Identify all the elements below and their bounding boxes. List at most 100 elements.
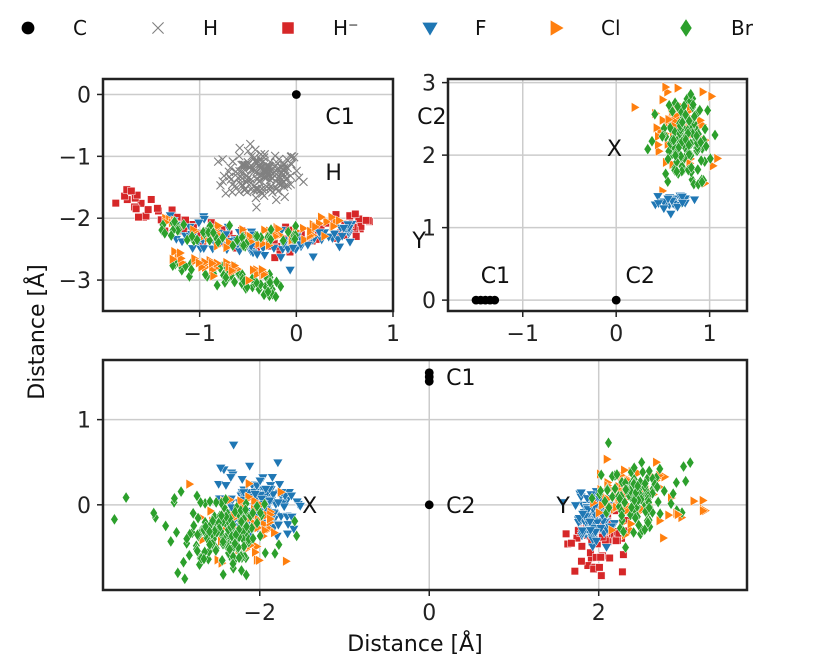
- point-triangle-right: [249, 264, 259, 276]
- point-triangle-down: [576, 526, 588, 537]
- annotation: C1: [481, 264, 510, 289]
- point-triangle-down: [259, 251, 271, 261]
- point-triangle-right: [245, 478, 255, 490]
- point-triangle-right: [282, 555, 292, 567]
- point-triangle-right: [627, 518, 637, 530]
- point-triangle-down: [220, 481, 232, 491]
- point-triangle-down: [249, 490, 261, 500]
- x-tick-label: −1: [183, 322, 215, 347]
- x-tick-label: 0: [422, 601, 436, 626]
- point-diamond: [272, 275, 281, 289]
- point-x: [294, 173, 304, 183]
- point-diamond: [687, 161, 696, 174]
- point-triangle-down: [582, 505, 594, 515]
- axes-bottom: −2 0 2 1 0 C1 C2 X Y: [77, 358, 749, 626]
- point-triangle-right: [322, 216, 333, 228]
- point-diamond: [684, 138, 693, 152]
- point-diamond: [211, 544, 220, 557]
- point-diamond: [182, 532, 191, 545]
- point-triangle-down: [284, 266, 296, 276]
- point-triangle-right: [674, 82, 684, 94]
- point-triangle-down: [187, 244, 199, 254]
- point-square: [144, 205, 153, 214]
- point-triangle-right: [659, 532, 669, 544]
- point-diamond: [122, 491, 131, 504]
- point-triangle-right: [261, 524, 271, 536]
- point-x: [279, 160, 289, 170]
- point-triangle-down: [665, 210, 677, 220]
- annotation: H: [325, 161, 342, 186]
- point-triangle-down: [254, 476, 266, 487]
- point-diamond: [690, 110, 699, 123]
- point-diamond: [671, 149, 680, 162]
- point-diamond: [192, 489, 202, 503]
- point-diamond: [253, 229, 262, 243]
- point-x: [218, 177, 228, 186]
- point-x: [250, 145, 260, 155]
- point-triangle-down: [274, 480, 285, 490]
- point-diamond: [666, 121, 675, 134]
- point-diamond: [629, 526, 638, 539]
- point-square: [134, 213, 143, 222]
- point-diamond: [661, 167, 670, 181]
- point-diamond: [185, 549, 194, 562]
- x-tick-label: −2: [244, 601, 276, 626]
- legend-label: H⁻: [333, 16, 359, 40]
- point-triangle-right: [659, 94, 669, 106]
- point-x: [234, 151, 244, 161]
- point-triangle-down: [287, 244, 299, 254]
- point-triangle-down: [557, 498, 568, 508]
- point-diamond: [650, 108, 659, 121]
- point-diamond: [643, 142, 652, 156]
- point-diamond: [597, 468, 606, 482]
- point-diamond: [672, 165, 681, 178]
- point-diamond: [619, 525, 628, 538]
- point-triangle-right: [631, 101, 641, 113]
- point-diamond: [627, 501, 636, 514]
- legend: C H H⁻ F Cl Br: [21, 16, 754, 40]
- point-diamond: [596, 484, 605, 498]
- point-triangle-right: [274, 223, 284, 235]
- point-diamond: [205, 495, 215, 508]
- point-triangle-right: [190, 253, 201, 265]
- point-diamond: [149, 506, 158, 520]
- point-diamond: [279, 234, 288, 247]
- point-diamond: [199, 552, 208, 566]
- legend-marker-2: [281, 21, 295, 35]
- point-diamond: [290, 232, 299, 246]
- legend-marker-1: [152, 22, 164, 34]
- point-triangle-down: [302, 241, 314, 251]
- point-diamond: [697, 154, 706, 167]
- point-triangle-down: [267, 490, 279, 500]
- point-x: [216, 180, 225, 190]
- point-diamond: [261, 546, 270, 560]
- point-diamond: [631, 511, 640, 525]
- x-tick-label: 0: [289, 322, 303, 347]
- annotation: Y: [411, 229, 426, 254]
- point-triangle-down: [575, 488, 587, 499]
- point-diamond: [193, 528, 202, 541]
- point-diamond: [239, 239, 248, 252]
- point-diamond: [608, 490, 617, 503]
- point-triangle-right: [653, 122, 663, 134]
- y-tick-label: 3: [422, 72, 436, 97]
- legend-label: F: [475, 16, 487, 40]
- point-diamond: [292, 529, 301, 543]
- point-x: [230, 181, 240, 191]
- point-triangle-down: [652, 192, 664, 202]
- point-diamond: [621, 483, 630, 496]
- point-triangle-right: [169, 253, 179, 265]
- legend-label: C: [73, 16, 87, 40]
- point-x: [272, 183, 282, 193]
- point-diamond: [681, 108, 690, 121]
- point-triangle-right: [320, 230, 331, 242]
- point-triangle-right: [228, 265, 238, 277]
- point-triangle-right: [664, 509, 675, 521]
- point-triangle-right: [335, 215, 345, 227]
- y-tick-label: 0: [77, 494, 91, 519]
- point-diamond: [179, 555, 188, 569]
- point-triangle-down: [658, 204, 670, 215]
- carbon-point: [611, 295, 621, 305]
- point-diamond: [654, 495, 663, 509]
